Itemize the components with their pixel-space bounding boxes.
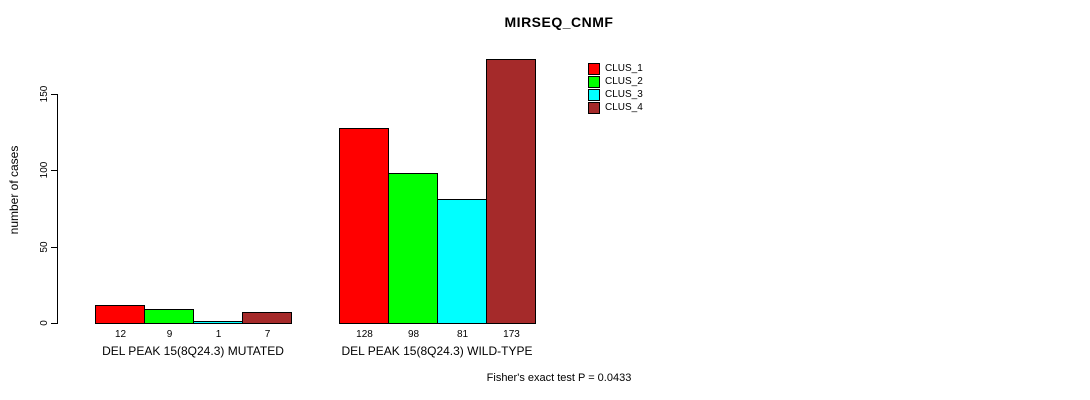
legend-swatch-clus_1 [588, 63, 600, 75]
pvalue-annotation: Fisher's exact test P = 0.0433 [486, 372, 632, 384]
legend: CLUS_1 CLUS_2 CLUS_3 CLUS_4 [588, 63, 643, 114]
bar-value-label: 1 [215, 329, 222, 340]
bar-clus_3-wildtype [437, 199, 487, 324]
bar-value-label: 98 [407, 329, 420, 340]
y-tick [51, 170, 57, 171]
legend-label: CLUS_1 [605, 63, 643, 74]
bar-clus_2-mutated [144, 309, 194, 324]
bar-value-label: 7 [264, 329, 271, 340]
x-category-label: DEL PEAK 15(8Q24.3) MUTATED [102, 344, 284, 358]
bar-value-label: 9 [166, 329, 173, 340]
legend-label: CLUS_3 [605, 89, 643, 100]
x-category-label: DEL PEAK 15(8Q24.3) WILD-TYPE [341, 344, 533, 358]
legend-swatch-clus_4 [588, 102, 600, 114]
legend-label: CLUS_4 [605, 102, 643, 113]
bar-value-label: 12 [114, 329, 127, 340]
bar-clus_1-mutated [95, 305, 145, 324]
y-tick [51, 247, 57, 248]
y-axis-line [57, 94, 58, 324]
y-tick-label: 50 [39, 241, 50, 253]
chart-title: MIRSEQ_CNMF [504, 14, 614, 30]
y-tick-label: 150 [39, 85, 50, 103]
legend-swatch-clus_3 [588, 89, 600, 101]
bar-clus_3-mutated [193, 321, 243, 324]
y-axis-label: number of cases [7, 145, 21, 235]
legend-row: CLUS_3 [588, 89, 643, 101]
legend-row: CLUS_1 [588, 63, 643, 75]
bar-clus_4-wildtype [486, 59, 536, 324]
bar-value-label: 81 [456, 329, 469, 340]
y-tick-label: 0 [39, 320, 50, 326]
y-tick-label: 100 [39, 161, 50, 179]
bar-value-label: 128 [356, 329, 373, 340]
legend-row: CLUS_4 [588, 102, 643, 114]
bar-clus_2-wildtype [388, 173, 438, 324]
y-tick [51, 94, 57, 95]
legend-row: CLUS_2 [588, 76, 643, 88]
bar-clus_4-mutated [242, 312, 292, 324]
bar-clus_1-wildtype [339, 128, 389, 324]
legend-swatch-clus_2 [588, 76, 600, 88]
bar-value-label: 173 [503, 329, 520, 340]
legend-label: CLUS_2 [605, 76, 643, 87]
y-tick [51, 323, 57, 324]
